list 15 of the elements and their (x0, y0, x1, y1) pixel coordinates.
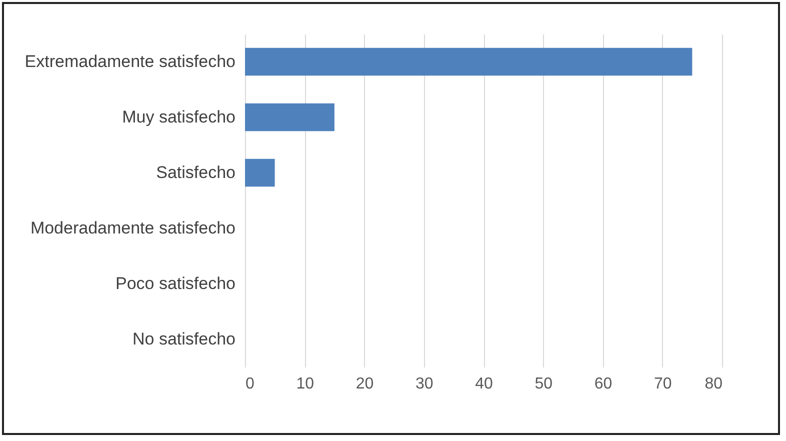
x-tick-label: 0 (246, 376, 254, 392)
x-tick-label: 20 (356, 376, 374, 392)
x-tick-label: 60 (594, 376, 612, 392)
x-tick-label: 70 (654, 376, 672, 392)
x-tick-label: 10 (296, 376, 314, 392)
y-tick-label: No satisfecho (132, 329, 236, 348)
x-tick-label: 80 (704, 376, 723, 392)
x-tick-label: 40 (475, 376, 493, 392)
y-tick-label: Poco satisfecho (115, 274, 236, 293)
y-tick-label: Moderadamente satisfecho (30, 218, 236, 238)
x-tick-label: 50 (534, 376, 553, 392)
y-tick-label: Muy satisfecho (122, 107, 236, 126)
x-tick-label: 30 (415, 376, 434, 392)
y-tick-label: Extremadamente satisfecho (24, 52, 236, 71)
y-tick-label: Satisfecho (156, 162, 236, 182)
